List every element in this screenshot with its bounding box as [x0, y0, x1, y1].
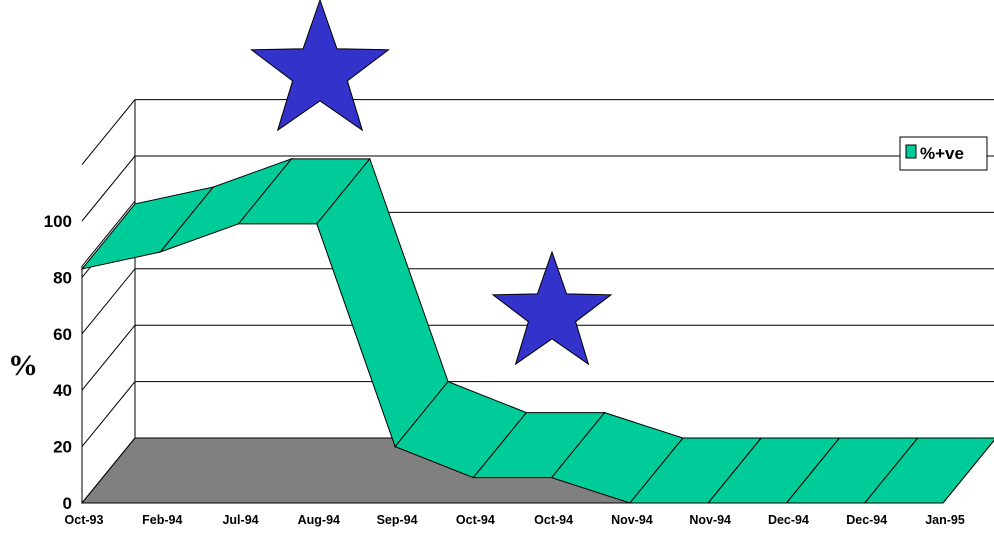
grid-diagonal — [81, 381, 136, 447]
x-tick-label: Dec-94 — [846, 513, 887, 527]
y-axis-ticks: 0 20 40 60 80 100 — [44, 212, 72, 513]
y-tick-label: 40 — [53, 381, 72, 400]
y-tick-label: 100 — [44, 212, 72, 231]
x-tick-label: Oct-94 — [534, 513, 573, 527]
y-tick-label: 0 — [63, 494, 72, 513]
y-tick-label: 60 — [53, 325, 72, 344]
x-tick-label: Dec-94 — [768, 513, 809, 527]
area-segment — [863, 437, 994, 504]
grid-diagonal — [81, 268, 136, 335]
x-tick-label: Nov-94 — [611, 513, 653, 527]
legend: %+ve — [899, 136, 988, 171]
annotation-markers — [250, 0, 613, 366]
grid-diagonal — [81, 324, 136, 391]
x-tick-label: Nov-94 — [689, 513, 731, 527]
x-tick-label: Oct-94 — [456, 513, 495, 527]
star-marker — [250, 0, 390, 132]
x-tick-label: Jul-94 — [222, 513, 258, 527]
x-tick-label: Sep-94 — [377, 513, 418, 527]
x-tick-label: Jan-95 — [925, 513, 965, 527]
left-wall — [81, 200, 136, 503]
star-marker — [491, 250, 613, 366]
y-axis-label: % — [8, 349, 38, 382]
grid-diagonal — [81, 99, 136, 165]
area-series — [80, 157, 994, 504]
legend-swatch — [905, 144, 917, 159]
y-tick-label: 80 — [53, 268, 72, 287]
y-tick-label: 20 — [53, 438, 72, 457]
area-segment — [316, 157, 449, 448]
legend-label: %+ve — [920, 144, 964, 163]
x-tick-label: Oct-93 — [65, 513, 104, 527]
grid-diagonal — [81, 155, 136, 222]
x-tick-label: Aug-94 — [298, 513, 340, 527]
x-axis-ticks: Oct-93 Feb-94 Jul-94 Aug-94 Sep-94 Oct-94 Oct-… — [65, 513, 965, 527]
x-tick-label: Feb-94 — [142, 513, 182, 527]
